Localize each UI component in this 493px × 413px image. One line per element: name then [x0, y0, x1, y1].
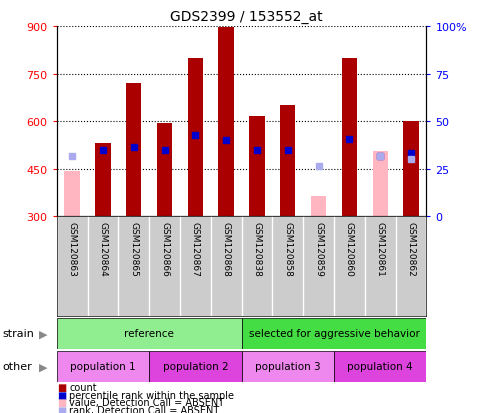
Bar — [57, 351, 149, 382]
Text: GSM120867: GSM120867 — [191, 222, 200, 277]
Text: strain: strain — [2, 328, 35, 339]
Bar — [218, 28, 234, 217]
Bar — [149, 351, 242, 382]
Text: value, Detection Call = ABSENT: value, Detection Call = ABSENT — [69, 397, 224, 407]
Text: GSM120838: GSM120838 — [252, 222, 261, 277]
Text: ■: ■ — [57, 405, 66, 413]
Bar — [57, 318, 242, 349]
Text: GSM120868: GSM120868 — [222, 222, 231, 277]
Bar — [311, 196, 326, 217]
Text: population 3: population 3 — [255, 361, 320, 372]
Text: ■: ■ — [57, 397, 66, 407]
Text: GSM120864: GSM120864 — [99, 222, 107, 276]
Bar — [157, 123, 172, 217]
Text: other: other — [2, 361, 32, 372]
Text: reference: reference — [124, 328, 174, 339]
Bar — [373, 152, 388, 217]
Bar — [126, 84, 141, 217]
Text: GSM120865: GSM120865 — [129, 222, 138, 277]
Text: population 1: population 1 — [70, 361, 136, 372]
Text: GSM120862: GSM120862 — [407, 222, 416, 276]
Text: GSM120863: GSM120863 — [68, 222, 76, 277]
Text: GSM120859: GSM120859 — [314, 222, 323, 277]
Text: GSM120858: GSM120858 — [283, 222, 292, 277]
Text: population 4: population 4 — [348, 361, 413, 372]
Bar — [249, 117, 265, 217]
Text: ▶: ▶ — [39, 328, 48, 339]
Text: GDS2399 / 153552_at: GDS2399 / 153552_at — [170, 10, 323, 24]
Text: GSM120861: GSM120861 — [376, 222, 385, 277]
Text: population 2: population 2 — [163, 361, 228, 372]
Text: percentile rank within the sample: percentile rank within the sample — [69, 390, 234, 400]
Text: GSM120860: GSM120860 — [345, 222, 354, 277]
Text: count: count — [69, 382, 97, 392]
Bar — [95, 144, 110, 217]
Bar — [188, 59, 203, 217]
Text: ■: ■ — [57, 390, 66, 400]
Text: selected for aggressive behavior: selected for aggressive behavior — [248, 328, 420, 339]
Bar — [242, 351, 334, 382]
Text: rank, Detection Call = ABSENT: rank, Detection Call = ABSENT — [69, 405, 219, 413]
Bar — [403, 122, 419, 217]
Bar — [342, 59, 357, 217]
Bar — [242, 318, 426, 349]
Bar — [65, 171, 80, 217]
Bar — [334, 351, 426, 382]
Text: GSM120866: GSM120866 — [160, 222, 169, 277]
Text: ▶: ▶ — [39, 361, 48, 372]
Bar — [280, 106, 295, 217]
Text: ■: ■ — [57, 382, 66, 392]
